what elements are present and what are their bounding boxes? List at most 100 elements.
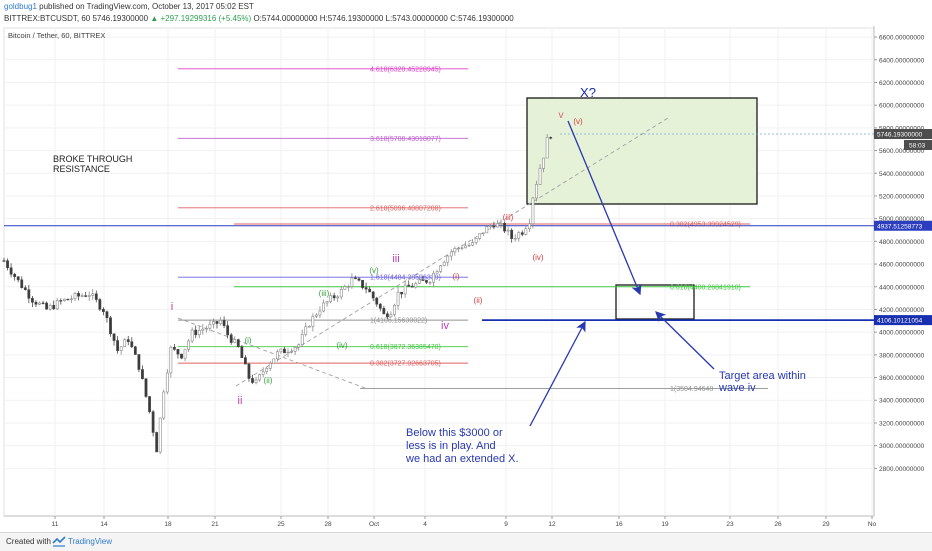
arrow-below-line <box>529 320 586 427</box>
y-tick-label: 4600.00000000 <box>879 262 925 269</box>
candle-body <box>325 301 329 304</box>
annotation-resistance: RESISTANCE <box>53 164 110 174</box>
last-price-label: 5746.19300000 <box>877 131 923 138</box>
candle-body <box>275 351 279 360</box>
candle-body <box>34 301 38 305</box>
x-tick-label: No <box>868 521 877 528</box>
y-tick-label: 6000.00000000 <box>879 103 925 110</box>
fib-level-label: 0.382(3727.92663705) <box>370 361 441 368</box>
candle-body <box>378 303 382 309</box>
candle-body <box>66 298 70 301</box>
candle-body <box>524 228 528 235</box>
username-link[interactable]: goldbug1 <box>4 2 37 11</box>
candle-body <box>155 432 159 453</box>
arrow-to-target <box>567 120 642 296</box>
y-tick-label: 3800.00000000 <box>879 352 925 359</box>
annotation-resistance: BROKE THROUGH <box>53 154 132 164</box>
footer-bar: Created with TradingView <box>0 532 932 551</box>
annotation-below: Below this $3000 or <box>406 427 503 439</box>
y-tick-label: 4400.00000000 <box>879 284 925 291</box>
candle-body <box>446 255 450 263</box>
candle-body <box>38 302 41 305</box>
publish-header: goldbug1 published on TradingView.com, O… <box>0 0 932 26</box>
wave-label: (iv) <box>532 253 543 262</box>
y-tick-label: 4000.00000000 <box>879 330 925 337</box>
candle-body <box>318 310 322 316</box>
candle-body <box>304 326 308 335</box>
price-tag-bg <box>874 220 932 231</box>
publish-info: goldbug1 published on TradingView.com, O… <box>4 2 254 11</box>
candle-body <box>233 339 237 343</box>
candle-body <box>158 417 162 453</box>
chart-title: Bitcoin / Tether, 60, BITTREX <box>8 31 105 40</box>
candle-body <box>460 247 464 249</box>
candle-body <box>478 233 482 239</box>
x-tick-label: 4 <box>423 521 427 528</box>
y-tick-label: 3200.00000000 <box>879 420 925 427</box>
x-tick-label: 19 <box>661 521 669 528</box>
price-chart[interactable]: 2800.00000000 3000.00000000 3200.00000000 3… <box>0 26 932 532</box>
candle-body <box>449 251 453 257</box>
y-tick-label: 4200.00000000 <box>879 307 925 314</box>
y-tick-label: 6400.00000000 <box>879 57 925 64</box>
candle-body <box>464 245 467 249</box>
candle-body <box>194 329 198 336</box>
x-tick-label: 9 <box>504 521 508 528</box>
candle-body <box>549 137 553 139</box>
candle-body <box>417 279 421 284</box>
candle-body <box>272 358 276 364</box>
candle-body <box>481 232 485 234</box>
candle-body <box>162 391 166 419</box>
candle-body <box>350 277 354 287</box>
candle-body <box>410 285 414 288</box>
candle-body <box>361 279 364 288</box>
fib-level-label: 3.618(5708.43018077) <box>370 136 441 143</box>
fib-level-label: 1.618(4484.38596339) <box>370 275 441 282</box>
wave-label: (ii) <box>474 296 483 305</box>
candle-body <box>531 197 535 225</box>
candle-body <box>204 327 208 330</box>
quote-line: BITTREX:BTCUSDT, 60 5746.19300000 ▲ +297… <box>4 14 514 23</box>
candle-body <box>254 379 258 383</box>
candle-body <box>520 232 524 235</box>
candle-body <box>20 279 24 289</box>
wave-label: (v) <box>369 266 379 275</box>
target-zone-box <box>615 284 695 320</box>
candle-body <box>357 278 361 281</box>
candle-body <box>268 362 272 369</box>
tradingview-link[interactable]: TradingView <box>68 537 113 546</box>
candle-body <box>148 396 151 412</box>
y-tick-label: 5800.00000000 <box>879 125 925 132</box>
wave-label: i <box>171 301 173 313</box>
ohlc-values: O:5744.00000000 H:5746.19300000 L:5743.0… <box>253 14 514 23</box>
candle-body <box>400 291 404 295</box>
y-tick-label: 4800.00000000 <box>879 239 925 246</box>
x-tick-label: 23 <box>726 521 734 528</box>
candle-body <box>251 378 254 383</box>
candle-body <box>336 296 340 299</box>
candle-body <box>283 348 286 354</box>
candle-body <box>165 372 169 393</box>
candle-body <box>510 229 514 239</box>
price-axis-panel <box>874 26 932 532</box>
candle-body <box>414 283 418 288</box>
candle-body <box>488 225 492 228</box>
candle-body <box>371 291 375 299</box>
candle-body <box>311 316 315 327</box>
candle-body <box>23 287 27 290</box>
candle-body <box>208 323 212 329</box>
candle-body <box>542 157 546 169</box>
fib-level-label: 0.618(3872.36385470) <box>370 344 441 351</box>
candle-body <box>27 289 31 299</box>
x-tick-label: 28 <box>324 521 332 528</box>
candle-body <box>48 304 52 310</box>
candle-body <box>435 271 439 274</box>
candle-body <box>84 295 88 297</box>
countdown-label: 58:03 <box>909 142 926 149</box>
candle-body <box>538 168 542 185</box>
created-with-text: Created with <box>6 537 51 546</box>
candle-body <box>456 247 460 250</box>
annotation-below: we had an extended X. <box>405 453 519 465</box>
candle-body <box>16 276 20 281</box>
countdown-tag-bg <box>904 139 932 150</box>
